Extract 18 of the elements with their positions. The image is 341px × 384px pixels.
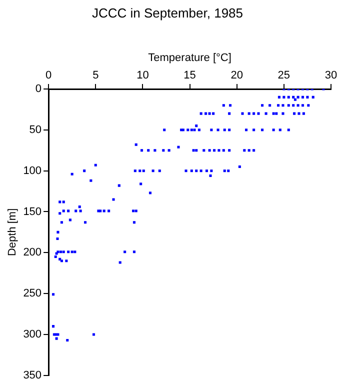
chart-title: JCCC in September, 1985 <box>92 5 244 20</box>
x-tick-label: 10 <box>136 69 149 82</box>
y-tick-label: 150 <box>23 206 42 218</box>
y-tick-label: 250 <box>23 288 42 300</box>
x-tick-label: 0 <box>45 69 52 82</box>
y-tick-label: 200 <box>23 246 42 259</box>
x-tick-label: 20 <box>230 69 243 82</box>
x-tick-label: 15 <box>184 69 196 82</box>
y-axis-title: Depth [m] <box>6 208 19 256</box>
y-tick-label: 50 <box>29 124 42 136</box>
y-tick-label: 100 <box>23 164 42 177</box>
x-axis-title: Temperature [°C] <box>148 52 232 64</box>
y-tick-label: 0 <box>35 83 42 96</box>
x-tick-label: 5 <box>92 69 99 82</box>
x-tick-label: 25 <box>278 69 290 82</box>
y-tick-label: 350 <box>23 369 42 382</box>
y-tick-label: 300 <box>23 328 42 341</box>
x-tick-label: 30 <box>324 69 338 82</box>
